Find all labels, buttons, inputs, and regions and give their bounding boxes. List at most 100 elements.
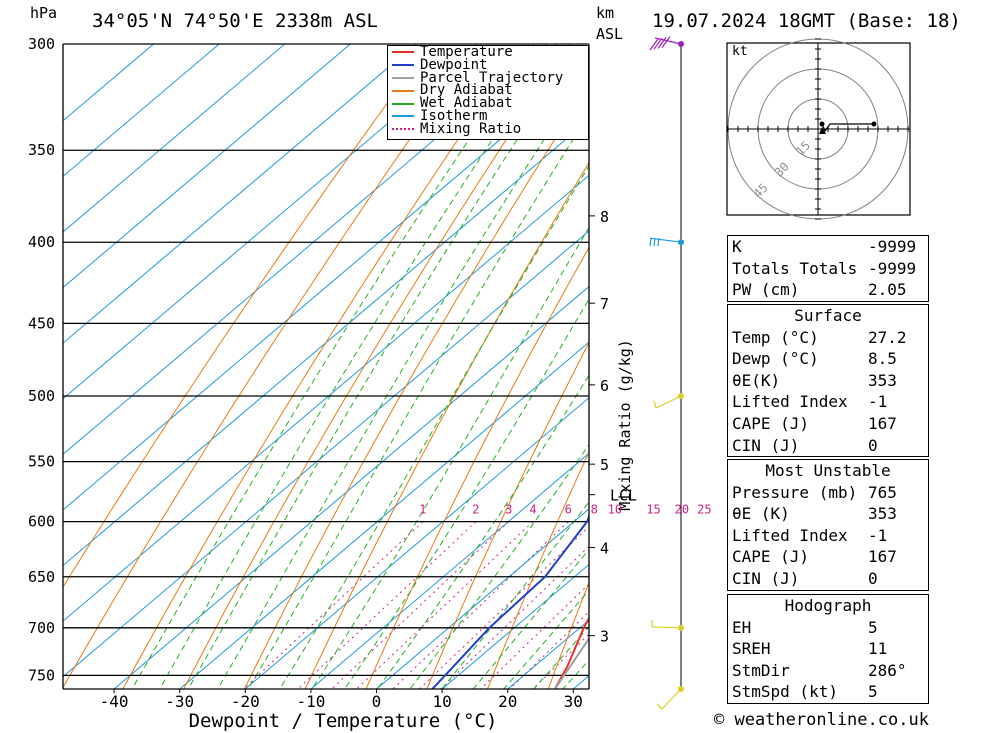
wet-adiabat-line [247, 113, 589, 689]
hodograph-label: EH [732, 617, 752, 637]
legend-label: Mixing Ratio [420, 120, 522, 137]
legend-entry: Dry Adiabat [388, 84, 588, 97]
isotherm-line [63, 44, 154, 122]
most-unstable-row: Pressure (mb) 765 [728, 482, 928, 504]
isotherm-line [310, 452, 589, 689]
index-label: PW (cm) [732, 280, 800, 300]
hodograph-value: 11 [868, 639, 888, 659]
km-tick-label: 3 [600, 628, 609, 646]
hodograph-unit-label: kt [732, 44, 748, 59]
surface-row: Lifted Index -1 [728, 391, 928, 413]
dry-adiabat-line [63, 44, 478, 689]
dry-adiabat-line [365, 246, 589, 689]
pressure-tick-label: 350 [28, 141, 55, 159]
mixing-ratio-line [331, 521, 510, 689]
km-tick-label: 8 [600, 208, 609, 226]
x-axis-title: Dewpoint / Temperature (°C) [189, 710, 498, 732]
pressure-tick-label: 400 [28, 233, 55, 251]
storm-motion-marker [819, 127, 826, 134]
hodograph-point [871, 121, 877, 127]
surface-label: Temp (°C) [732, 327, 819, 347]
legend-entry: Dewpoint [388, 58, 588, 72]
barb-shaft [655, 395, 682, 409]
x-tick-label: -30 [165, 692, 194, 711]
most-unstable-table: Most Unstable Pressure (mb) 765 θE (K) 353 L… [727, 459, 929, 591]
index-value: -9999 [868, 258, 917, 278]
x-tick-label: 20 [498, 692, 517, 711]
hpa-unit-label: hPa [30, 4, 58, 22]
barb-feather [657, 238, 660, 247]
pressure-tick-label: 700 [28, 619, 55, 637]
copyright-link[interactable]: © weatheronline.co.uk [714, 710, 929, 730]
mixing-ratio-line [243, 521, 424, 689]
pressure-tick-label: 750 [28, 666, 55, 684]
barb-feather [653, 238, 656, 247]
barb-shaft [651, 626, 682, 629]
wet-adiabat-line [217, 69, 589, 689]
legend-entry: Temperature [388, 45, 588, 59]
x-tick-label: 0 [372, 692, 382, 711]
wind-barb [651, 619, 682, 629]
legend-swatch [392, 64, 414, 67]
legend-entry: Parcel Trajectory [388, 69, 588, 86]
legend-label: Parcel Trajectory [420, 69, 564, 86]
hodograph-value: 286° [868, 660, 907, 680]
wind-barb [649, 237, 682, 247]
wet-adiabat-line [159, 44, 557, 689]
legend-label: Wet Adiabat [420, 95, 513, 112]
dry-adiabat-line [63, 44, 431, 589]
most-unstable-value: 0 [868, 568, 878, 588]
most-unstable-label: CAPE (J) [732, 547, 810, 567]
most-unstable-value: 167 [868, 547, 897, 567]
index-row-totals: Totals Totals -9999 [728, 258, 928, 280]
index-value: 2.05 [868, 280, 907, 300]
mixing-ratio-label: 6 [565, 503, 572, 517]
hodograph-row: EH 5 [728, 617, 928, 639]
pressure-tick-label: 600 [28, 513, 55, 531]
asl-unit-label: ASL [596, 25, 624, 43]
mixing-ratio-label: 4 [529, 503, 536, 517]
wet-adiabat-line [187, 44, 581, 689]
legend-label: Isotherm [420, 107, 488, 124]
hodograph-label: StmDir [732, 660, 790, 680]
x-tick-label: -20 [231, 692, 260, 711]
section-title: Most Unstable [765, 461, 891, 480]
mixing-ratio-label: 25 [697, 503, 711, 517]
pressure-tick-label: 650 [28, 568, 55, 586]
surface-row: Dewp (°C) 8.5 [728, 348, 928, 370]
surface-row: θE(K) 353 [728, 370, 928, 392]
isotherm-line [63, 44, 286, 233]
isotherm-lines [63, 44, 589, 689]
dry-adiabat-line [183, 44, 571, 689]
barb-shaft [661, 688, 682, 710]
pressure-tick-label: 550 [28, 453, 55, 471]
pressure-tick-label: 300 [28, 35, 55, 53]
hodograph-label: StmSpd (kt) [732, 682, 838, 702]
isotherm-line [63, 44, 220, 178]
mixing-ratio-label: 15 [646, 503, 660, 517]
most-unstable-row: CIN (J) 0 [728, 568, 928, 590]
wet-adiabat-line [503, 589, 589, 689]
index-value: -9999 [868, 237, 917, 256]
dry-adiabat-line [974, 44, 1000, 689]
surface-label: Dewp (°C) [732, 349, 819, 369]
most-unstable-label: Pressure (mb) [732, 482, 858, 502]
surface-label: θE(K) [732, 370, 781, 390]
mixing-ratio-label: 2 [472, 503, 479, 517]
mixing-ratio-line [509, 611, 589, 689]
series-temperature [554, 616, 589, 689]
index-label: K [732, 237, 742, 256]
hodograph-value: 5 [868, 617, 878, 637]
legend-swatch [392, 51, 414, 54]
wind-barbs [649, 36, 684, 710]
x-tick-label: 10 [432, 692, 451, 711]
legend-swatch [392, 89, 414, 92]
most-unstable-row: Lifted Index -1 [728, 525, 928, 547]
wind-barb [656, 688, 682, 710]
isotherm-line [179, 341, 589, 689]
legend-swatch [392, 76, 414, 79]
mixing-ratio-line [297, 521, 477, 689]
surface-row: Temp (°C) 27.2 [728, 327, 928, 349]
hodograph-table: Hodograph EH 5 SREH 11 StmDir 286° StmSpd (kt)… [727, 594, 929, 704]
